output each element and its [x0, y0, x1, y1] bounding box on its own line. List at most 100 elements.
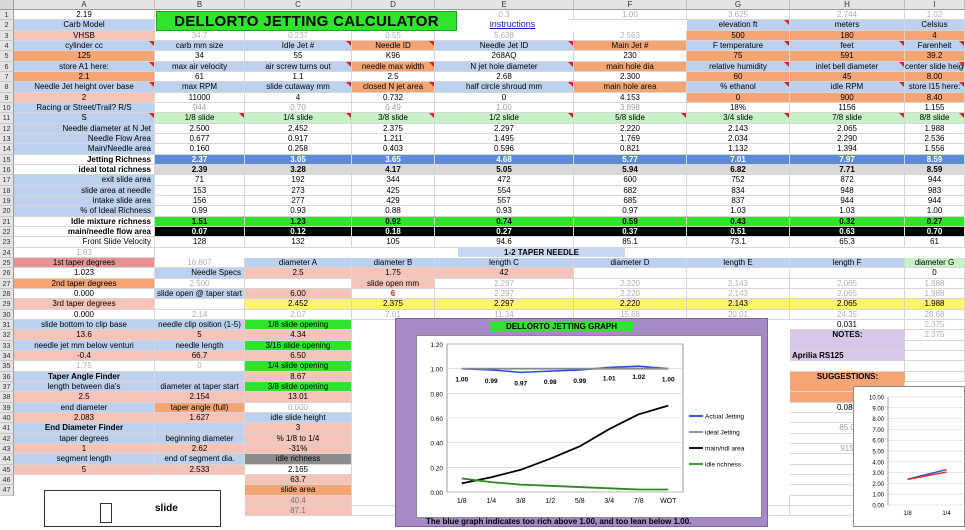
cell-c43[interactable]: -31%: [245, 443, 352, 455]
cell-a14[interactable]: Main/Needle area: [14, 144, 155, 155]
cell-h30[interactable]: 24.35: [790, 309, 905, 320]
cell-a18[interactable]: slide area at needle: [14, 185, 155, 196]
cell-c16[interactable]: 3.28: [245, 164, 352, 176]
cell-i32[interactable]: 2.375: [905, 330, 965, 341]
cell-d28[interactable]: 6: [352, 288, 435, 300]
cell-e9[interactable]: 0: [435, 92, 574, 103]
row-header-18[interactable]: 18: [0, 185, 14, 196]
cell-e6[interactable]: N jet hole diameter: [435, 61, 574, 72]
cell-b39[interactable]: taper angle (full): [155, 402, 245, 413]
cell-c31[interactable]: 1/8 slide opening: [245, 319, 352, 331]
cell-c10[interactable]: 0.70: [245, 102, 352, 114]
cell-a9[interactable]: 2: [14, 92, 155, 103]
cell-c36[interactable]: 8.67: [245, 371, 352, 382]
cell-a7[interactable]: 2.1: [14, 71, 155, 83]
row-header-32[interactable]: 32: [0, 330, 14, 341]
cell-c14[interactable]: 0.258: [245, 144, 352, 155]
column-header-g[interactable]: G: [687, 0, 790, 10]
cell-d26[interactable]: 1.75: [352, 268, 435, 279]
row-header-9[interactable]: 9: [0, 92, 14, 103]
row-header-31[interactable]: 31: [0, 319, 14, 331]
cell-i35[interactable]: [905, 361, 965, 372]
cell-e27[interactable]: 2.297: [435, 278, 574, 289]
cell-h5[interactable]: 591: [790, 51, 905, 62]
cell-c6[interactable]: air screw turns out: [245, 61, 352, 72]
cell-e13[interactable]: 1.495: [435, 133, 574, 145]
cell-i22[interactable]: 0.70: [905, 226, 965, 238]
cell-f4[interactable]: Main Jet #: [574, 40, 687, 52]
cell-i17[interactable]: 944: [905, 175, 965, 186]
cell-b27[interactable]: 2.500: [155, 278, 245, 289]
cell-h21[interactable]: 0.32: [790, 216, 905, 227]
cell-h20[interactable]: 1.03: [790, 206, 905, 217]
cell-i19[interactable]: 944: [905, 195, 965, 207]
row-header-46[interactable]: 46: [0, 474, 14, 486]
cell-a32[interactable]: 13.6: [14, 330, 155, 341]
cell-a1[interactable]: 2.19: [14, 10, 155, 21]
cell-e12[interactable]: 2.297: [435, 123, 574, 134]
row-header-36[interactable]: 36: [0, 371, 14, 382]
cell-b13[interactable]: 0.677: [155, 133, 245, 145]
cell-c45[interactable]: 2.165: [245, 464, 352, 475]
cell-h29[interactable]: 2.065: [790, 299, 905, 310]
cell-b3[interactable]: 34.7: [155, 30, 245, 41]
cell-c15[interactable]: 3.05: [245, 154, 352, 165]
cell-e25[interactable]: length C: [435, 257, 574, 269]
cell-i6[interactable]: center slide height: [905, 61, 965, 72]
cell-g8[interactable]: % ethanol: [687, 82, 790, 93]
cell-d23[interactable]: 105: [352, 237, 435, 248]
cell-a3[interactable]: VHSB: [14, 30, 155, 41]
row-header-21[interactable]: 21: [0, 216, 14, 227]
cell-i13[interactable]: 2.536: [905, 133, 965, 145]
cell-b44[interactable]: end of segment dia.: [155, 454, 245, 465]
row-header-38[interactable]: 38: [0, 392, 14, 403]
cell-a40[interactable]: 2.083: [14, 412, 155, 424]
cell-h25[interactable]: length F: [790, 257, 905, 269]
cell-d21[interactable]: 0.92: [352, 216, 435, 227]
cell-f23[interactable]: 85.1: [574, 237, 687, 248]
row-header-40[interactable]: 40: [0, 412, 14, 424]
cell-i4[interactable]: Farenheit: [905, 40, 965, 52]
cell-a4[interactable]: cylinder cc: [14, 40, 155, 52]
row-header-22[interactable]: 22: [0, 226, 14, 238]
row-header-2[interactable]: 2: [0, 20, 14, 31]
column-header-i[interactable]: I: [905, 0, 965, 10]
cell-d30[interactable]: 7.01: [352, 309, 435, 320]
cell-e8[interactable]: half circle shroud mm: [435, 82, 574, 93]
cell-f17[interactable]: 600: [574, 175, 687, 186]
cell-g18[interactable]: 834: [687, 185, 790, 196]
select-all-corner[interactable]: [0, 0, 14, 10]
cell-c17[interactable]: 192: [245, 175, 352, 186]
column-header-f[interactable]: F: [574, 0, 687, 10]
cell-a41[interactable]: End Diameter Finder: [14, 423, 155, 434]
cell-g12[interactable]: 2.143: [687, 123, 790, 134]
cell-g26[interactable]: [687, 268, 790, 279]
cell-e29[interactable]: 2.297: [435, 299, 574, 310]
cell-g16[interactable]: 6.82: [687, 164, 790, 176]
cell-e10[interactable]: 1.00: [435, 102, 574, 114]
cell-c48[interactable]: 40.4: [245, 495, 352, 506]
cell-a23[interactable]: Front Slide Velocity: [14, 237, 155, 248]
cell-b17[interactable]: 71: [155, 175, 245, 186]
cell-c27[interactable]: [245, 278, 352, 289]
cell-c26[interactable]: 2.5: [245, 268, 352, 279]
cell-c38[interactable]: 13.01: [245, 392, 352, 403]
cell-a22[interactable]: main/needle flow area: [14, 226, 155, 238]
cell-c37[interactable]: 3/8 slide opening: [245, 381, 352, 393]
cell-d19[interactable]: 429: [352, 195, 435, 207]
cell-f19[interactable]: 685: [574, 195, 687, 207]
cell-g29[interactable]: 2.143: [687, 299, 790, 310]
cell-g3[interactable]: 500: [687, 30, 790, 41]
cell-a5[interactable]: 125: [14, 51, 155, 62]
cell-h19[interactable]: 944: [790, 195, 905, 207]
row-header-27[interactable]: 27: [0, 278, 14, 289]
cell-c42[interactable]: % 1/8 to 1/4: [245, 433, 352, 444]
row-header-6[interactable]: 6: [0, 61, 14, 72]
cell-d11[interactable]: 3/8 slide: [352, 113, 435, 124]
cell-b26[interactable]: Needle Specs: [155, 268, 245, 279]
cell-f18[interactable]: 682: [574, 185, 687, 196]
cell-a17[interactable]: exit slide area: [14, 175, 155, 186]
cell-h8[interactable]: idle RPM: [790, 82, 905, 93]
cell-d25[interactable]: diameter B: [352, 257, 435, 269]
cell-c25[interactable]: diameter A: [245, 257, 352, 269]
